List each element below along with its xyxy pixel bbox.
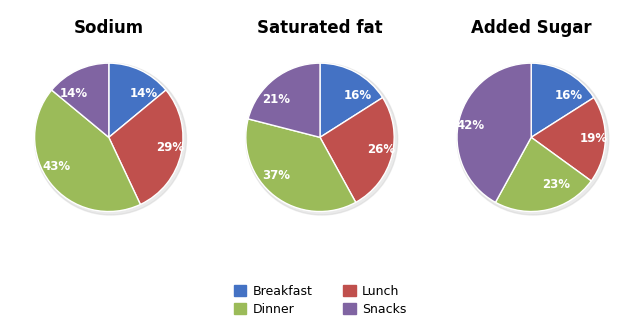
Text: 19%: 19% [579, 132, 607, 146]
Circle shape [35, 63, 186, 215]
Wedge shape [457, 63, 531, 202]
Text: 16%: 16% [343, 89, 371, 102]
Text: 37%: 37% [262, 169, 291, 182]
Wedge shape [35, 90, 140, 212]
Wedge shape [320, 97, 394, 202]
Circle shape [246, 63, 397, 215]
Text: 43%: 43% [43, 160, 70, 173]
Text: 42%: 42% [456, 119, 484, 132]
Wedge shape [531, 63, 594, 137]
Title: Saturated fat: Saturated fat [257, 19, 383, 37]
Title: Added Sugar: Added Sugar [471, 19, 591, 37]
Text: 14%: 14% [129, 87, 157, 100]
Wedge shape [248, 63, 320, 137]
Wedge shape [109, 63, 166, 137]
Text: 23%: 23% [541, 178, 570, 191]
Wedge shape [531, 97, 605, 181]
Text: 16%: 16% [554, 89, 582, 102]
Title: Sodium: Sodium [74, 19, 144, 37]
Text: 14%: 14% [60, 87, 88, 100]
Wedge shape [246, 119, 356, 212]
Text: 26%: 26% [367, 143, 395, 156]
Text: 29%: 29% [156, 141, 184, 154]
Wedge shape [495, 137, 591, 212]
Legend: Breakfast, Dinner, Lunch, Snacks: Breakfast, Dinner, Lunch, Snacks [228, 280, 412, 321]
Wedge shape [320, 63, 383, 137]
Wedge shape [109, 90, 183, 204]
Text: 21%: 21% [262, 93, 291, 106]
Circle shape [457, 63, 609, 215]
Wedge shape [52, 63, 109, 137]
